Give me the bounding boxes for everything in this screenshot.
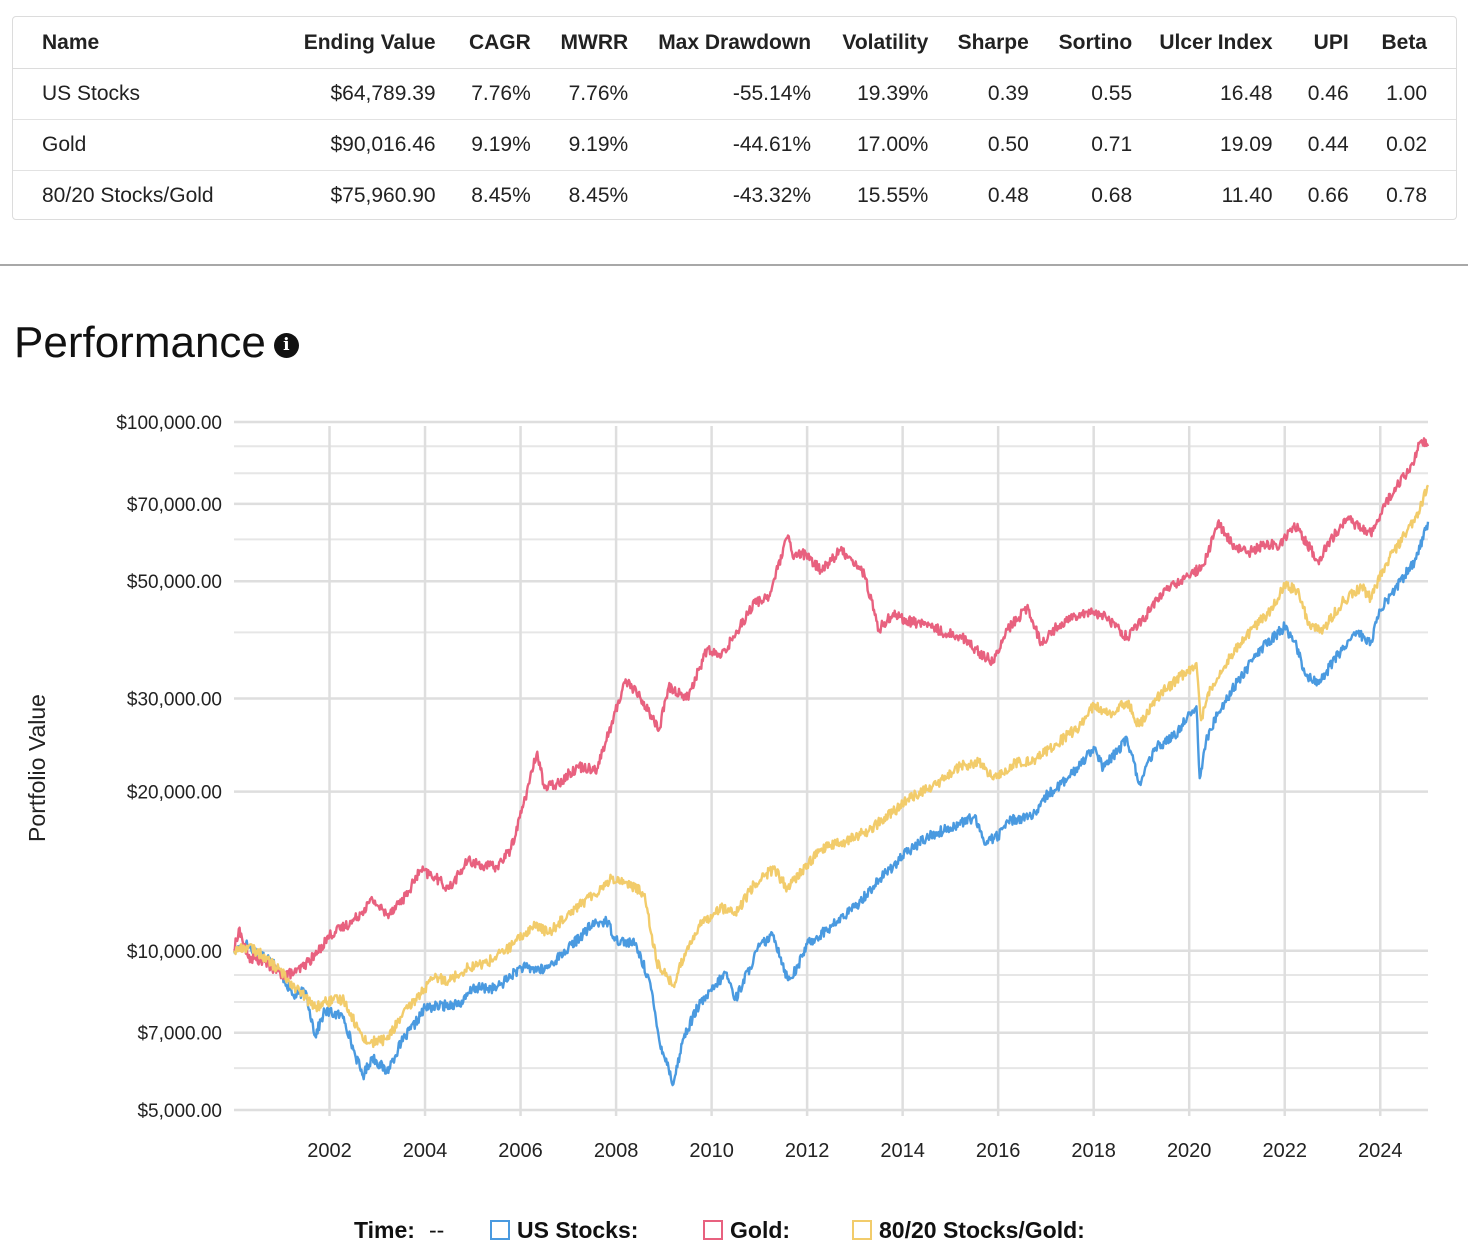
legend-swatch-gold: [703, 1220, 723, 1240]
col-beta-header[interactable]: Beta: [1348, 17, 1456, 69]
legend-time-value: --: [428, 1216, 445, 1243]
y-tick-label: $70,000.00: [127, 495, 222, 516]
x-tick-label: 2010: [689, 1140, 734, 1162]
col-max-drawdown-header[interactable]: Max Drawdown: [628, 17, 812, 69]
cell-volatility: 17.00%: [811, 119, 929, 171]
col-cagr-header[interactable]: CAGR: [435, 17, 531, 69]
cell-sortino: 0.55: [1028, 68, 1133, 120]
cell-ulcer-index: 16.48: [1132, 68, 1273, 120]
table-row: 80/20 Stocks/Gold $75,960.90 8.45% 8.45%…: [13, 171, 1456, 222]
cell-ending-value: $90,016.46: [242, 119, 436, 171]
x-tick-label: 2022: [1262, 1140, 1307, 1162]
x-tick-label: 2018: [1071, 1140, 1116, 1162]
cell-volatility: 15.55%: [857, 184, 929, 207]
cell-ulcer-index: 19.09: [1132, 119, 1273, 171]
x-tick-label: 2008: [594, 1140, 639, 1162]
y-axis-title: Portfolio Value: [24, 694, 50, 842]
legend-label-gold: Gold:: [730, 1216, 791, 1243]
col-volatility-header[interactable]: Volatility: [811, 17, 929, 69]
series-line-80-20-stocks-gold[interactable]: [232, 484, 1430, 1049]
cell-max-drawdown: -44.61%: [628, 119, 812, 171]
cell-volatility: 19.39%: [811, 68, 929, 120]
x-tick-label: 2002: [307, 1140, 352, 1162]
cell-cagr: 7.76%: [435, 68, 531, 120]
col-mwrr-header[interactable]: MWRR: [530, 17, 629, 69]
cell-upi: 0.66: [1307, 184, 1349, 207]
cell-sharpe: 0.48: [987, 184, 1029, 207]
cell-upi: 0.44: [1272, 119, 1349, 171]
series-line-gold[interactable]: [232, 437, 1430, 981]
page-title: Performance: [14, 318, 266, 367]
cell-ending-value: $64,789.39: [242, 68, 436, 120]
cell-cagr: 9.19%: [435, 119, 531, 171]
cell-mwrr: 8.45%: [568, 184, 629, 207]
cell-max-drawdown: -43.32%: [732, 184, 812, 207]
x-tick-label: 2012: [785, 1140, 830, 1162]
legend-swatch-us-stocks: [490, 1220, 510, 1240]
cell-mwrr: 7.76%: [530, 68, 629, 120]
col-upi-header[interactable]: UPI: [1272, 17, 1349, 69]
x-tick-label: 2004: [403, 1140, 448, 1162]
legend-item-us-stocks[interactable]: US Stocks:: [490, 1212, 638, 1248]
section-divider: [0, 264, 1468, 266]
cell-sharpe: 0.50: [928, 119, 1029, 171]
cell-mwrr: 9.19%: [530, 119, 629, 171]
x-tick-label: 2016: [976, 1140, 1021, 1162]
table-header-row: Name Ending Value CAGR MWRR Max Drawdown…: [13, 17, 1456, 69]
x-tick-label: 2020: [1167, 1140, 1212, 1162]
legend-swatch-80-20: [852, 1220, 872, 1240]
table-row: US Stocks $64,789.39 7.76% 7.76% -55.14%…: [13, 68, 1456, 120]
cell-name: US Stocks: [13, 68, 243, 120]
cell-max-drawdown: -55.14%: [628, 68, 812, 120]
chart-gridlines: [234, 420, 1428, 1116]
series-line-us-stocks[interactable]: [232, 521, 1430, 1087]
stats-table-card: Name Ending Value CAGR MWRR Max Drawdown…: [12, 16, 1457, 220]
x-axis-ticks: 2002 2004 2006 2008 2010 2012 2014 2016 2018 2020…: [307, 1140, 1402, 1162]
y-tick-label: $20,000.00: [127, 783, 222, 804]
legend-time-label: Time:: [354, 1216, 415, 1243]
y-tick-label: $7,000.00: [137, 1024, 222, 1045]
cell-ending-value: $75,960.90: [330, 184, 436, 207]
cell-beta: 0.02: [1348, 119, 1456, 171]
legend-label-us-stocks: US Stocks:: [517, 1216, 639, 1243]
x-tick-label: 2014: [880, 1140, 925, 1162]
col-ending-value-header[interactable]: Ending Value: [242, 17, 436, 69]
legend-item-80-20[interactable]: 80/20 Stocks/Gold:: [852, 1212, 1085, 1248]
x-tick-label: 2024: [1358, 1140, 1403, 1162]
cell-sharpe: 0.39: [928, 68, 1029, 120]
col-ulcer-index-header[interactable]: Ulcer Index: [1132, 17, 1273, 69]
cell-ulcer-index: 11.40: [1221, 184, 1273, 207]
cell-name: 80/20 Stocks/Gold: [42, 184, 214, 207]
y-tick-label: $10,000.00: [127, 942, 222, 963]
col-name-header[interactable]: Name: [13, 17, 243, 69]
y-tick-label: $50,000.00: [127, 572, 222, 593]
cell-sortino: 0.71: [1028, 119, 1133, 171]
table-row: Gold $90,016.46 9.19% 9.19% -44.61% 17.0…: [13, 119, 1456, 171]
col-sortino-header[interactable]: Sortino: [1028, 17, 1133, 69]
cell-cagr: 8.45%: [471, 184, 531, 207]
legend-item-gold[interactable]: Gold:: [703, 1212, 790, 1248]
performance-line-chart[interactable]: $100,000.00 $70,000.00 $50,000.00 $30,000.0…: [0, 380, 1468, 1190]
cell-name: Gold: [13, 119, 243, 171]
cell-upi: 0.46: [1272, 68, 1349, 120]
legend-label-80-20: 80/20 Stocks/Gold:: [879, 1216, 1085, 1243]
cell-sortino: 0.68: [1091, 184, 1133, 207]
x-tick-label: 2006: [498, 1140, 543, 1162]
y-tick-label: $30,000.00: [127, 690, 222, 711]
cell-beta: 1.00: [1348, 68, 1456, 120]
col-sharpe-header[interactable]: Sharpe: [928, 17, 1029, 69]
y-tick-label: $100,000.00: [116, 413, 222, 434]
y-axis-ticks: $100,000.00 $70,000.00 $50,000.00 $30,000.0…: [116, 413, 222, 1122]
cell-beta: 0.78: [1386, 184, 1427, 207]
y-tick-label: $5,000.00: [137, 1101, 222, 1122]
chart-legend: Time: -- US Stocks: Gold: 80/20 Stocks/G…: [0, 1212, 1468, 1248]
chart-series: [232, 437, 1430, 1087]
info-icon[interactable]: i: [273, 332, 299, 358]
performance-heading: Performance i: [14, 316, 299, 370]
stats-table: Name Ending Value CAGR MWRR Max Drawdown…: [13, 17, 1456, 221]
legend-time: Time: --: [354, 1212, 444, 1248]
